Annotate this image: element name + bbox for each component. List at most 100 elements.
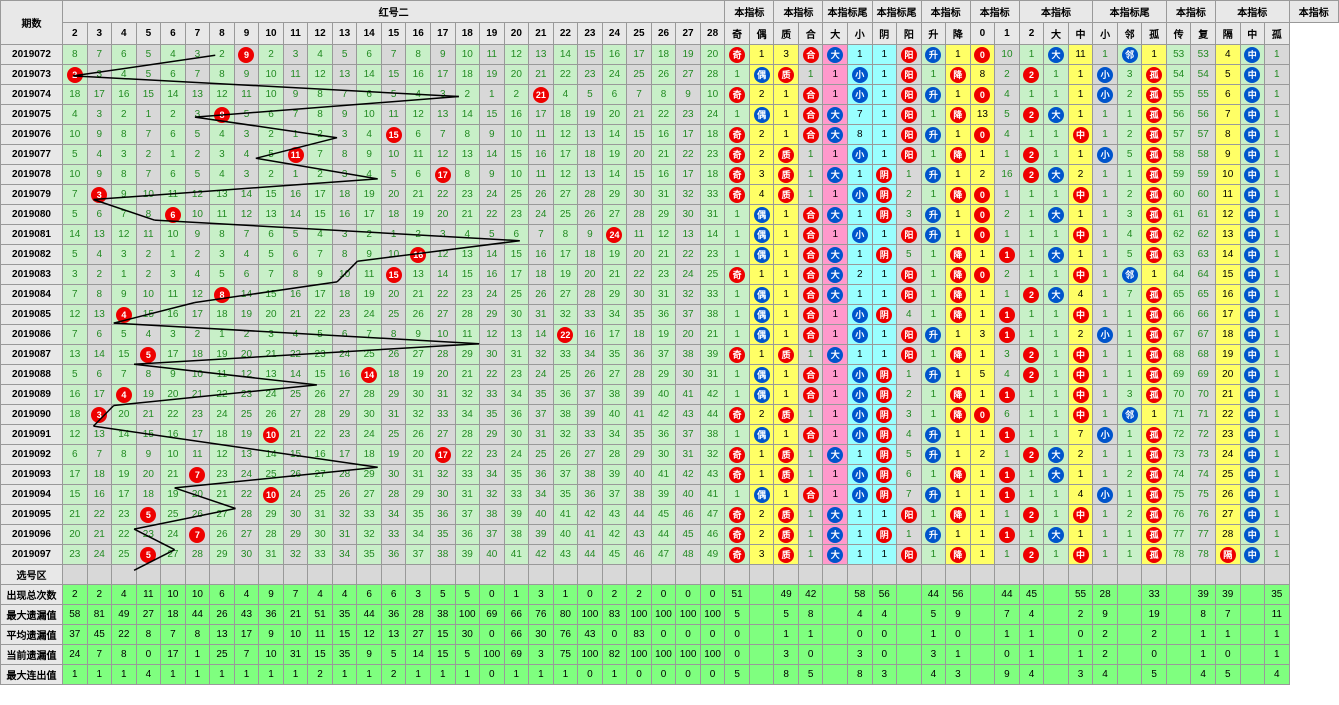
ind-cell: 中 bbox=[1240, 65, 1265, 85]
select-cell[interactable] bbox=[970, 565, 995, 585]
select-cell[interactable] bbox=[823, 565, 848, 585]
num-cell: 1 bbox=[283, 165, 308, 185]
indicator-ball: 合 bbox=[803, 307, 819, 323]
select-cell[interactable] bbox=[627, 565, 652, 585]
select-cell[interactable] bbox=[455, 565, 480, 585]
stat-cell: 69 bbox=[480, 605, 505, 625]
ind-cell: 3 bbox=[1117, 65, 1142, 85]
select-cell[interactable] bbox=[259, 565, 284, 585]
ind-cell: 偶 bbox=[749, 65, 774, 85]
indicator-ball: 1 bbox=[999, 427, 1015, 443]
select-cell[interactable] bbox=[504, 565, 529, 585]
select-cell[interactable] bbox=[946, 565, 971, 585]
select-cell[interactable] bbox=[578, 565, 603, 585]
select-cell[interactable] bbox=[1117, 565, 1142, 585]
select-cell[interactable] bbox=[602, 565, 627, 585]
ind-cell: 5 bbox=[1117, 145, 1142, 165]
num-cell: 11 bbox=[210, 205, 235, 225]
select-cell[interactable] bbox=[1191, 565, 1216, 585]
select-cell[interactable] bbox=[995, 565, 1020, 585]
ind-cell: 孤 bbox=[1142, 225, 1167, 245]
num-cell: 9 bbox=[357, 245, 382, 265]
indicator-ball: 奇 bbox=[729, 87, 745, 103]
num-cell: 15 bbox=[308, 205, 333, 225]
select-cell[interactable] bbox=[406, 565, 431, 585]
ind-cell: 62 bbox=[1191, 225, 1216, 245]
indicator-ball: 小 bbox=[852, 327, 868, 343]
select-cell[interactable] bbox=[848, 565, 873, 585]
select-cell[interactable] bbox=[480, 565, 505, 585]
ind-cell: 中 bbox=[1240, 465, 1265, 485]
stat-cell bbox=[823, 605, 848, 625]
indicator-ball: 中 bbox=[1244, 227, 1260, 243]
select-cell[interactable] bbox=[872, 565, 897, 585]
num-cell: 33 bbox=[504, 485, 529, 505]
select-cell[interactable] bbox=[553, 565, 578, 585]
select-cell[interactable] bbox=[332, 565, 357, 585]
select-cell[interactable] bbox=[1166, 565, 1191, 585]
select-cell[interactable] bbox=[112, 565, 137, 585]
select-cell[interactable] bbox=[283, 565, 308, 585]
select-cell[interactable] bbox=[1142, 565, 1167, 585]
select-cell[interactable] bbox=[529, 565, 554, 585]
select-cell[interactable] bbox=[381, 565, 406, 585]
stat-cell: 27 bbox=[406, 625, 431, 645]
stat-cell: 30 bbox=[529, 625, 554, 645]
stat-cell bbox=[1044, 645, 1069, 665]
ind-cell: 大 bbox=[823, 285, 848, 305]
select-cell[interactable] bbox=[1093, 565, 1118, 585]
ind-cell: 1 bbox=[970, 345, 995, 365]
select-cell[interactable] bbox=[651, 565, 676, 585]
select-cell[interactable] bbox=[725, 565, 750, 585]
select-cell[interactable] bbox=[210, 565, 235, 585]
ind-cell: 1 bbox=[749, 345, 774, 365]
select-cell[interactable] bbox=[1068, 565, 1093, 585]
select-cell[interactable] bbox=[161, 565, 186, 585]
ind-cell: 奇 bbox=[725, 465, 750, 485]
select-cell[interactable] bbox=[185, 565, 210, 585]
stat-cell: 27 bbox=[136, 605, 161, 625]
select-cell[interactable] bbox=[234, 565, 259, 585]
select-cell[interactable] bbox=[1019, 565, 1044, 585]
num-cell: 4 bbox=[87, 245, 112, 265]
stat-cell bbox=[897, 605, 922, 625]
ind-cell: 2 bbox=[995, 65, 1020, 85]
select-cell[interactable] bbox=[136, 565, 161, 585]
select-cell[interactable] bbox=[1215, 565, 1240, 585]
select-cell[interactable] bbox=[676, 565, 701, 585]
indicator-ball: 中 bbox=[1073, 307, 1089, 323]
num-cell: 14 bbox=[480, 245, 505, 265]
period-cell: 2019090 bbox=[1, 405, 63, 425]
select-cell[interactable] bbox=[897, 565, 922, 585]
select-cell[interactable] bbox=[308, 565, 333, 585]
ind-cell: 大 bbox=[1044, 285, 1069, 305]
ind-cell: 中 bbox=[1240, 205, 1265, 225]
select-cell[interactable] bbox=[1265, 565, 1290, 585]
red-ball: 7 bbox=[189, 467, 205, 483]
num-cell: 17 bbox=[676, 125, 701, 145]
select-cell[interactable] bbox=[749, 565, 774, 585]
ind-cell: 合 bbox=[798, 105, 823, 125]
num-cell: 21 bbox=[529, 85, 554, 105]
select-cell[interactable] bbox=[774, 565, 799, 585]
indicator-ball: 奇 bbox=[729, 187, 745, 203]
num-cell: 20 bbox=[234, 345, 259, 365]
select-cell[interactable] bbox=[798, 565, 823, 585]
indicator-ball: 大 bbox=[827, 447, 843, 463]
data-row: 2019096202122232472627282930313233343536… bbox=[1, 525, 1339, 545]
num-cell: 2 bbox=[504, 85, 529, 105]
select-cell[interactable] bbox=[87, 565, 112, 585]
select-cell[interactable] bbox=[357, 565, 382, 585]
select-cell[interactable] bbox=[430, 565, 455, 585]
indicator-ball: 0 bbox=[974, 127, 990, 143]
indicator-ball: 升 bbox=[925, 367, 941, 383]
num-cell: 25 bbox=[112, 545, 137, 565]
ind-cell: 1 bbox=[921, 345, 946, 365]
ind-cell: 1 bbox=[725, 485, 750, 505]
select-cell[interactable] bbox=[1240, 565, 1265, 585]
select-cell[interactable] bbox=[921, 565, 946, 585]
select-cell[interactable] bbox=[1044, 565, 1069, 585]
select-cell[interactable] bbox=[700, 565, 725, 585]
ind-cell: 小 bbox=[848, 85, 873, 105]
select-cell[interactable] bbox=[63, 565, 88, 585]
